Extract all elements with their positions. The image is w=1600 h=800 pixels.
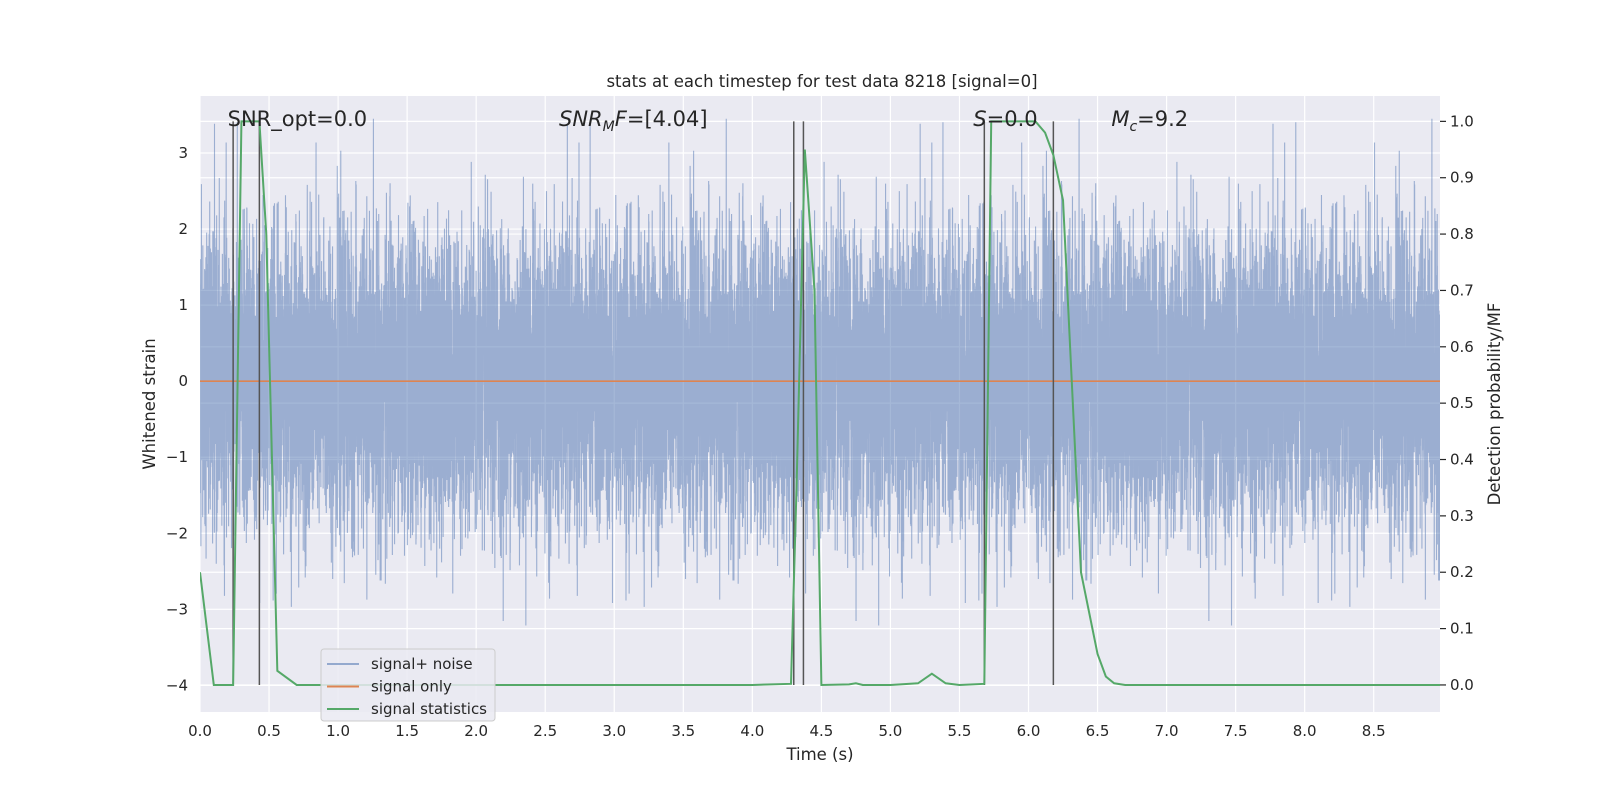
y-right-tick-label-2: 0.8: [1450, 225, 1474, 243]
x-tick-label-13: 6.5: [1086, 722, 1110, 740]
y-right-axis-label: Detection probability/MF: [1485, 303, 1504, 506]
legend-label-1: signal only: [371, 678, 452, 696]
annotation-0: SNR_opt=0.0: [228, 107, 368, 132]
y-right-tick-label-10: 0.0: [1450, 676, 1474, 694]
x-axis-label: Time (s): [785, 745, 853, 764]
y-right-tick-label-1: 0.9: [1450, 169, 1474, 187]
x-tick-label-17: 8.5: [1362, 722, 1386, 740]
y-left-tick-label-4: −1: [166, 448, 188, 466]
y-left-tick-label-6: −3: [166, 600, 188, 618]
x-tick-label-2: 1.0: [326, 722, 350, 740]
x-tick-label-0: 0.0: [188, 722, 212, 740]
y-right-tick-label-3: 0.7: [1450, 281, 1474, 299]
x-tick-label-4: 2.0: [464, 722, 488, 740]
y-left-tick-label-1: 2: [178, 220, 188, 238]
x-tick-label-3: 1.5: [395, 722, 419, 740]
legend-box: [320, 648, 496, 722]
x-tick-label-5: 2.5: [533, 722, 557, 740]
annotation-2: S=0.0: [973, 107, 1037, 131]
annotation-3: Mc=9.2: [1111, 107, 1188, 135]
y-right-tick-label-0: 1.0: [1450, 112, 1474, 130]
annotations: SNR_opt=0.0 SNRMF=[4.04] S=0.0 Mc=9.2: [228, 107, 1189, 135]
x-tick-label-16: 8.0: [1293, 722, 1317, 740]
x-tick-label-12: 6.0: [1017, 722, 1041, 740]
y-right-tick-label-5: 0.5: [1450, 394, 1474, 412]
y-right-tick-label-4: 0.6: [1450, 338, 1474, 356]
chart-title: stats at each timestep for test data 821…: [606, 72, 1037, 91]
series-line-noise: [200, 118, 1440, 626]
legend-label-2: signal statistics: [371, 700, 487, 718]
y-right-tick-label-8: 0.2: [1450, 563, 1474, 581]
y-left-tick-label-2: 1: [178, 296, 188, 314]
y-right-ticks: 1.0 0.9 0.8 0.7 0.6 0.5 0.4 0.3 0.2 0.1 0.0: [1440, 112, 1474, 694]
y-left-axis-label: Whitened strain: [140, 338, 159, 469]
x-ticks: 0.0 0.5 1.0 1.5 2.0 2.5 3.0 3.5 4.0 4.5 5.0 5.5 6.0 6…: [188, 722, 1386, 740]
x-tick-label-8: 4.0: [740, 722, 764, 740]
series-noise: [200, 118, 1440, 626]
series-stats: [200, 120, 1440, 686]
x-tick-label-6: 3.0: [602, 722, 626, 740]
y-left-ticks: 3 2 1 0 −1 −2 −3 −4: [166, 144, 188, 694]
x-tick-label-1: 0.5: [257, 722, 281, 740]
legend: signal+ noise signal only signal statistic…: [320, 648, 496, 722]
series-line-2: [200, 120, 1440, 686]
x-tick-label-14: 7.0: [1155, 722, 1179, 740]
y-right-tick-label-6: 0.4: [1450, 451, 1474, 469]
y-right-tick-label-9: 0.1: [1450, 620, 1474, 638]
annotation-1: SNRMF=[4.04]: [559, 107, 708, 135]
y-left-tick-label-7: −4: [166, 676, 188, 694]
y-left-tick-label-0: 3: [178, 144, 188, 162]
x-tick-label-7: 3.5: [671, 722, 695, 740]
y-left-tick-label-3: 0: [178, 372, 188, 390]
x-tick-label-11: 5.5: [948, 722, 972, 740]
x-tick-label-9: 4.5: [809, 722, 833, 740]
y-left-tick-label-5: −2: [166, 524, 188, 542]
x-tick-label-10: 5.0: [878, 722, 902, 740]
legend-label-0: signal+ noise: [371, 655, 473, 673]
x-tick-label-15: 7.5: [1224, 722, 1248, 740]
y-right-tick-label-7: 0.3: [1450, 507, 1474, 525]
